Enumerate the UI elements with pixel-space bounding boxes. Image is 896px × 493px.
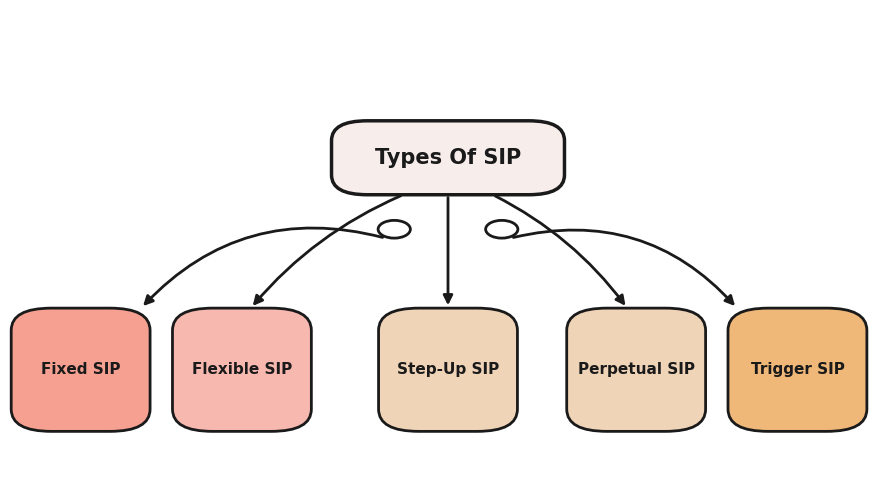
FancyArrowPatch shape bbox=[254, 196, 401, 304]
FancyArrowPatch shape bbox=[145, 228, 383, 304]
Text: Perpetual SIP: Perpetual SIP bbox=[578, 362, 694, 377]
Text: Types Of SIP: Types Of SIP bbox=[375, 148, 521, 168]
FancyArrowPatch shape bbox=[444, 198, 452, 302]
FancyBboxPatch shape bbox=[728, 308, 867, 431]
FancyArrowPatch shape bbox=[495, 196, 624, 303]
FancyBboxPatch shape bbox=[566, 308, 706, 431]
FancyArrowPatch shape bbox=[513, 230, 733, 304]
Text: Fixed SIP: Fixed SIP bbox=[41, 362, 120, 377]
Text: Flexible SIP: Flexible SIP bbox=[192, 362, 292, 377]
FancyBboxPatch shape bbox=[172, 308, 312, 431]
FancyBboxPatch shape bbox=[332, 121, 564, 195]
FancyBboxPatch shape bbox=[11, 308, 151, 431]
FancyBboxPatch shape bbox=[379, 308, 518, 431]
Text: Step-Up SIP: Step-Up SIP bbox=[397, 362, 499, 377]
Text: Trigger SIP: Trigger SIP bbox=[751, 362, 844, 377]
